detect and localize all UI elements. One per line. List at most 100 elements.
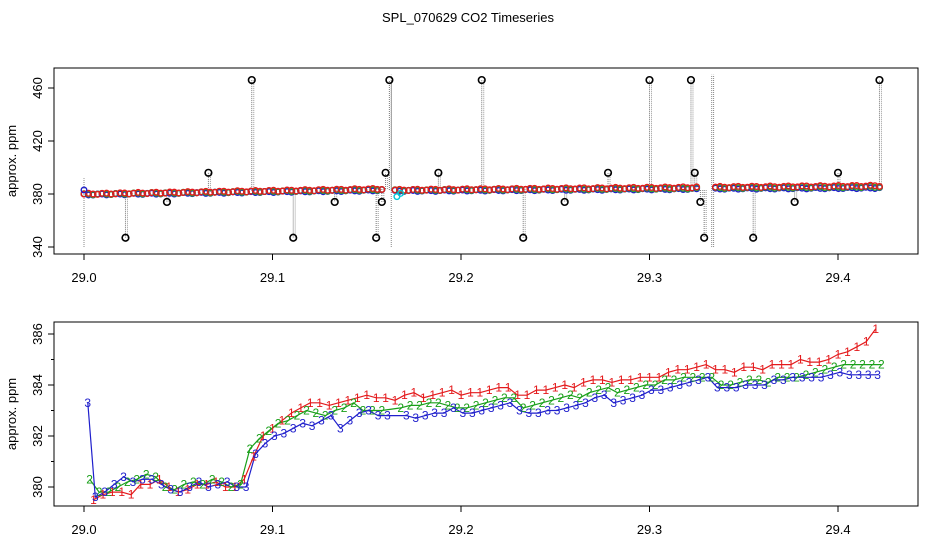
bottom-marker-2: 2	[133, 472, 140, 486]
top-point-1	[839, 182, 847, 190]
bottom-marker-2: 2	[115, 480, 122, 494]
bottom-marker-1: 1	[448, 383, 455, 397]
bottom-marker-3: 3	[92, 490, 99, 504]
bottom-marker-2: 2	[190, 475, 197, 489]
bottom-panel: approx. ppm 29.0 29.1 29.2 29.3 29.4 3803823…	[4, 321, 919, 537]
bottom-x-tick-label: 29.0	[71, 522, 96, 537]
bottom-marker-2: 2	[793, 370, 800, 384]
top-spike-point	[477, 75, 486, 85]
bottom-marker-1: 1	[297, 401, 304, 415]
bottom-marker-3: 3	[450, 401, 457, 415]
top-point-1	[274, 187, 282, 195]
bottom-marker-3: 3	[478, 404, 485, 418]
bottom-marker-2: 2	[661, 373, 668, 387]
top-point-1	[739, 183, 747, 191]
top-point-1	[373, 185, 381, 193]
bottom-y-tick-label: 380	[30, 476, 45, 498]
bottom-marker-3: 3	[573, 398, 580, 412]
bottom-marker-3: 3	[84, 396, 91, 410]
bottom-marker-2: 2	[444, 398, 451, 412]
bottom-marker-1: 1	[542, 383, 549, 397]
top-point-3	[80, 186, 88, 194]
top-spike-point	[696, 197, 705, 207]
bottom-marker-1: 1	[731, 365, 738, 379]
top-points	[80, 181, 883, 201]
bottom-marker-2: 2	[624, 383, 631, 397]
bottom-marker-3: 3	[752, 378, 759, 392]
bottom-x-tick-label: 29.2	[448, 522, 473, 537]
bottom-marker-1: 1	[458, 388, 465, 402]
top-x-tick-label: 29.1	[260, 270, 285, 285]
bottom-marker-3: 3	[120, 470, 127, 484]
bottom-marker-3: 3	[705, 370, 712, 384]
bottom-marker-2: 2	[369, 404, 376, 418]
bottom-marker-2: 2	[482, 396, 489, 410]
bottom-marker-1: 1	[656, 370, 663, 384]
bottom-marker-3: 3	[309, 419, 316, 433]
bottom-plot-frame	[53, 321, 919, 507]
bottom-marker-2: 2	[209, 472, 216, 486]
bottom-marker-2: 2	[821, 363, 828, 377]
top-point-1	[179, 189, 187, 197]
bottom-marker-1: 1	[222, 480, 229, 494]
top-point-1	[793, 183, 801, 191]
bottom-marker-3: 3	[158, 477, 165, 491]
bottom-marker-1: 1	[505, 381, 512, 395]
top-point-1	[598, 184, 606, 192]
bottom-marker-1: 1	[599, 373, 606, 387]
bottom-marker-2: 2	[831, 360, 838, 374]
bottom-marker-1: 1	[354, 391, 361, 405]
bottom-marker-2: 2	[143, 467, 150, 481]
bottom-marker-3: 3	[789, 370, 796, 384]
top-panel: approx. ppm 29.0 29.1 29.2 29.3 29.4 340 380 4…	[4, 67, 919, 285]
bottom-marker-1: 1	[467, 386, 474, 400]
bottom-marker-2: 2	[265, 424, 272, 438]
top-point-1	[486, 186, 494, 194]
bottom-marker-1: 1	[439, 386, 446, 400]
bottom-marker-2: 2	[765, 375, 772, 389]
bottom-marker-1: 1	[759, 363, 766, 377]
bottom-marker-1: 1	[335, 396, 342, 410]
top-spike-point	[377, 197, 386, 207]
bottom-marker-2: 2	[727, 378, 734, 392]
bottom-marker-1: 1	[778, 358, 785, 372]
bottom-marker-1: 1	[90, 493, 97, 507]
top-point-1	[157, 189, 165, 197]
top-point-1	[175, 189, 183, 197]
top-y-tick-label: 420	[30, 130, 45, 152]
top-point-1	[472, 186, 480, 194]
bottom-marker-3: 3	[356, 406, 363, 420]
bottom-marker-2: 2	[124, 475, 131, 489]
top-spike-point	[833, 168, 843, 177]
top-point-1	[684, 184, 692, 192]
top-spike-point	[603, 168, 613, 177]
bottom-marker-3: 3	[196, 475, 203, 489]
bottom-marker-1: 1	[788, 358, 795, 372]
bottom-marker-2: 2	[586, 386, 593, 400]
bottom-marker-3: 3	[846, 368, 853, 382]
bottom-marker-2: 2	[463, 401, 470, 415]
bottom-marker-2: 2	[548, 393, 555, 407]
bottom-marker-2: 2	[558, 391, 565, 405]
top-point-1	[288, 186, 296, 194]
bottom-marker-3: 3	[827, 368, 834, 382]
top-point-1	[139, 189, 147, 197]
bottom-marker-2: 2	[642, 378, 649, 392]
top-point-1	[94, 190, 102, 198]
bottom-marker-2: 2	[313, 406, 320, 420]
bottom-marker-3: 3	[205, 480, 212, 494]
top-point-1	[211, 188, 219, 196]
bottom-marker-3: 3	[648, 383, 655, 397]
bottom-marker-3: 3	[233, 480, 240, 494]
bottom-marker-3: 3	[412, 411, 419, 425]
bottom-marker-2: 2	[690, 370, 697, 384]
bottom-marker-2: 2	[746, 373, 753, 387]
bottom-y-tick-label: 386	[30, 323, 45, 345]
top-point-1	[170, 188, 178, 196]
bottom-marker-2: 2	[426, 396, 433, 410]
bottom-marker-1: 1	[703, 358, 710, 372]
bottom-marker-1: 1	[420, 391, 427, 405]
top-point-1	[297, 186, 305, 194]
top-point-1	[775, 183, 783, 191]
bottom-marker-1: 1	[712, 363, 719, 377]
